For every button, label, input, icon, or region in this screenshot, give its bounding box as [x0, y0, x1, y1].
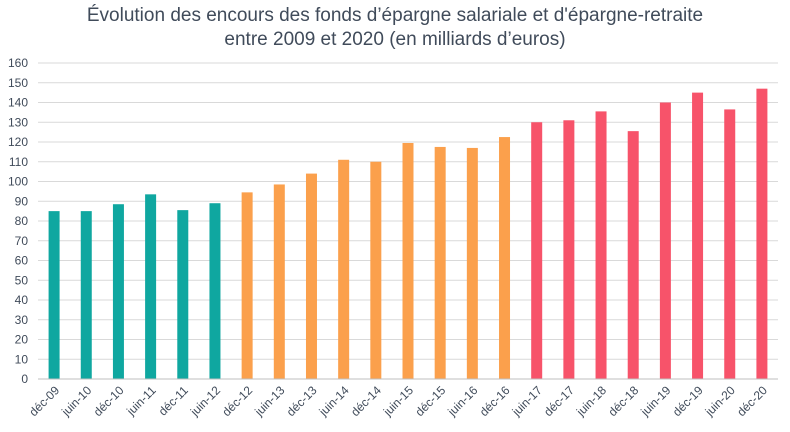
x-tick-label: juin-11: [123, 383, 159, 419]
y-tick-label: 50: [15, 273, 29, 287]
x-tick-label: juin-17: [509, 383, 545, 419]
bar: [692, 92, 704, 379]
bars: [48, 88, 768, 380]
bar: [145, 194, 157, 379]
y-tick-label: 0: [21, 372, 28, 386]
y-tick-label: 110: [9, 155, 28, 169]
y-tick-label: 100: [8, 175, 28, 189]
y-tick-label: 160: [8, 56, 28, 70]
x-tick-label: déc-13: [284, 383, 320, 419]
bar: [370, 161, 382, 379]
bar: [209, 203, 221, 379]
chart-title-line-1: Évolution des encours des fonds d’épargn…: [86, 5, 704, 26]
bar: [305, 173, 317, 379]
bar: [338, 159, 350, 379]
y-tick-label: 10: [15, 352, 29, 366]
x-tick-label: juin-20: [702, 383, 738, 419]
y-tick-label: 90: [15, 194, 29, 208]
y-tick-label: 130: [8, 115, 28, 129]
y-tick-label: 70: [15, 234, 29, 248]
y-tick-label: 80: [15, 214, 29, 228]
x-tick-label: déc-12: [219, 383, 255, 419]
y-tick-label: 140: [8, 96, 28, 110]
x-tick-label: juin-15: [380, 383, 416, 419]
x-tick-label: juin-10: [58, 383, 94, 419]
x-tick-label: déc-14: [348, 383, 384, 419]
x-tick-label: déc-15: [412, 383, 448, 419]
bar: [756, 88, 768, 380]
x-tick-label: déc-17: [541, 383, 577, 419]
x-tick-label: déc-20: [734, 383, 770, 419]
bar: [627, 131, 639, 379]
x-tick-label: juin-16: [444, 383, 480, 419]
bar: [402, 142, 414, 379]
bar: [80, 211, 92, 379]
y-axis-tick-labels: 0 10 20 30 40 50 60 70 80 90 100 110 120 130 140 150 160: [8, 56, 28, 386]
y-tick-label: 20: [15, 333, 29, 347]
x-tick-label: juin-14: [316, 383, 352, 419]
chart-title: Évolution des encours des fonds d’épargn…: [0, 4, 790, 52]
x-tick-label: déc-19: [670, 383, 706, 419]
y-tick-label: 40: [15, 293, 29, 307]
bar: [531, 122, 543, 379]
bar: [563, 120, 575, 380]
bar: [724, 109, 736, 379]
bar: [466, 147, 478, 379]
x-tick-label: juin-12: [187, 383, 223, 419]
bar: [273, 184, 285, 379]
chart-title-line-2: entre 2009 et 2020 (en milliards d’euros…: [224, 29, 566, 50]
x-tick-label: déc-09: [26, 383, 62, 419]
y-tick-label: 120: [8, 135, 28, 149]
x-tick-label: déc-18: [605, 383, 641, 419]
y-tick-label: 60: [15, 254, 29, 268]
x-tick-label: juin-13: [251, 383, 287, 419]
bar: [434, 146, 446, 379]
bar: [499, 137, 511, 379]
y-tick-label: 30: [15, 313, 29, 327]
x-axis-tick-labels: déc-09juin-10déc-10juin-11déc-11juin-12d…: [26, 383, 770, 419]
y-tick-label: 150: [8, 76, 28, 90]
bar: [177, 210, 189, 379]
x-tick-label: juin-18: [573, 383, 609, 419]
bar: [48, 211, 60, 379]
x-tick-label: déc-16: [477, 383, 513, 419]
x-tick-label: juin-19: [637, 383, 673, 419]
bar: [595, 111, 607, 379]
bar: [112, 204, 124, 379]
bar: [659, 102, 671, 379]
bar: [241, 192, 253, 379]
x-tick-label: déc-11: [156, 383, 191, 418]
x-tick-label: déc-10: [91, 383, 127, 419]
